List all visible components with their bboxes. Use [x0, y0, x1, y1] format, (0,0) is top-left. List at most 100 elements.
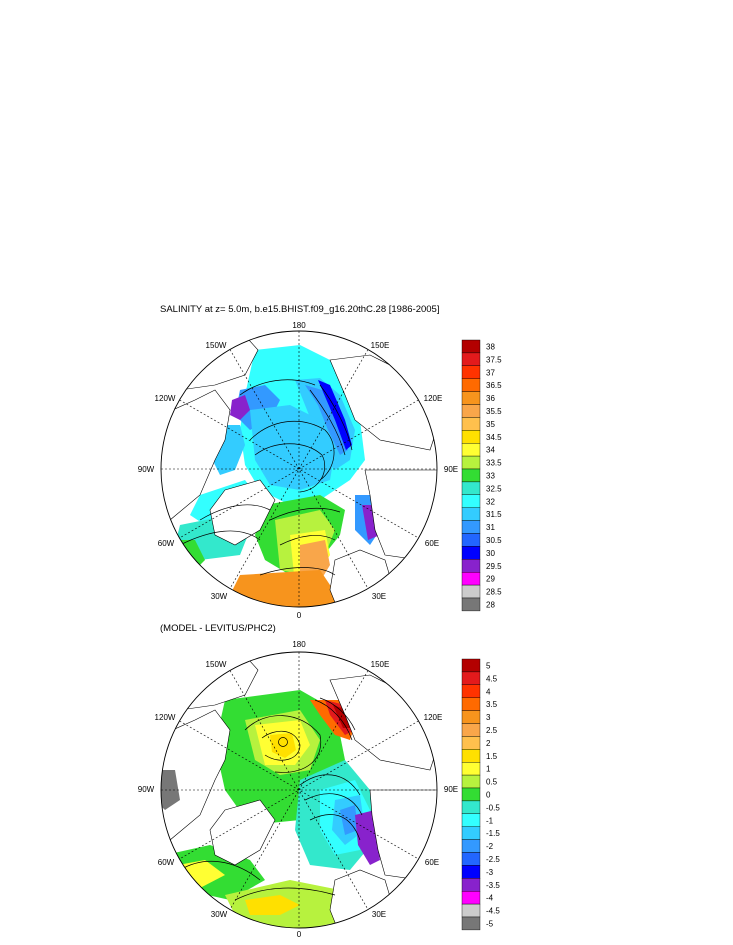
difference-colorbar-swatch: [461, 787, 481, 802]
salinity-colorbar-swatch: [461, 559, 481, 573]
bottom-lon-30w: 30W: [211, 910, 228, 919]
salinity-colorbar-swatch: [461, 339, 481, 354]
salinity-colorbar-swatch: [461, 391, 481, 405]
salinity-colorbar-label: 33.5: [486, 459, 502, 468]
difference-colorbar-swatch: [461, 723, 481, 737]
top-lon-30w: 30W: [211, 592, 228, 601]
difference-colorbar-label: -5: [486, 919, 494, 928]
difference-colorbar-swatch: [461, 774, 481, 789]
bottom-lon-0: 0: [297, 930, 302, 939]
salinity-colorbar-label: 31.5: [486, 510, 502, 519]
difference-colorbar-label: 0.5: [486, 778, 498, 787]
bottom-lon-120e: 120E: [424, 713, 443, 722]
top-lon-120e: 120E: [424, 394, 443, 403]
difference-colorbar-swatch: [461, 839, 481, 853]
difference-colorbar-swatch: [461, 852, 481, 866]
salinity-colorbar-swatch: [461, 481, 481, 495]
difference-colorbar-swatch: [461, 916, 481, 931]
salinity-colorbar-swatch: [461, 584, 481, 599]
salinity-colorbar-swatch: [461, 468, 481, 483]
salinity-colorbar-label: 36.5: [486, 381, 502, 390]
top-lon-0: 0: [297, 611, 302, 620]
salinity-field: [161, 331, 437, 607]
salinity-colorbar-label: 37.5: [486, 355, 502, 364]
bottom-lon-150w: 150W: [206, 660, 227, 669]
difference-colorbar-swatch: [461, 684, 481, 698]
difference-colorbar-swatch: [461, 903, 481, 918]
salinity-colorbar-swatch: [461, 365, 481, 379]
difference-colorbar-label: 1: [486, 765, 491, 774]
top-lon-150w: 150W: [206, 341, 227, 350]
salinity-colorbar-swatch: [461, 404, 481, 418]
difference-colorbar-swatch: [461, 671, 481, 686]
difference-colorbar-label: -1.5: [486, 829, 500, 838]
salinity-colorbar-swatch: [461, 507, 481, 521]
difference-colorbar: 5 4.5 4 3.5 3 2.5 2 1.5 1 0.5 0 -0.5 -1 -1.5 -2 -2.5 -3 -…: [461, 658, 500, 931]
difference-colorbar-swatch: [461, 878, 481, 892]
difference-colorbar-label: 4: [486, 687, 491, 696]
difference-colorbar-swatch: [461, 749, 481, 763]
bottom-lon-60e: 60E: [425, 858, 439, 867]
salinity-colorbar-label: 38: [486, 342, 495, 351]
difference-map: 180 150W 150E 120W 120E 90W 90E 60W 60E …: [138, 640, 501, 939]
salinity-colorbar-swatch: [461, 520, 481, 534]
salinity-colorbar-label: 35.5: [486, 407, 502, 416]
difference-colorbar-label: 0: [486, 790, 491, 799]
difference-colorbar-swatch: [461, 658, 481, 673]
salinity-colorbar-swatch: [461, 417, 481, 431]
difference-colorbar-label: -0.5: [486, 803, 500, 812]
difference-colorbar-swatch: [461, 800, 481, 815]
top-lon-90e: 90E: [444, 465, 458, 474]
difference-colorbar-swatch: [461, 826, 481, 840]
difference-colorbar-swatch: [461, 697, 481, 711]
salinity-colorbar-swatch: [461, 378, 481, 392]
difference-colorbar-label: -2: [486, 842, 494, 851]
top-lon-90w: 90W: [138, 465, 155, 474]
salinity-colorbar-label: 35: [486, 420, 495, 429]
bottom-lon-120w: 120W: [155, 713, 176, 722]
difference-colorbar-label: 3.5: [486, 700, 498, 709]
difference-colorbar-label: 2: [486, 739, 491, 748]
bottom-lon-180: 180: [292, 640, 306, 649]
salinity-colorbar-label: 32: [486, 497, 495, 506]
bottom-lon-30e: 30E: [372, 910, 386, 919]
top-lon-30e: 30E: [372, 592, 386, 601]
difference-colorbar-label: -4: [486, 894, 494, 903]
salinity-colorbar-label: 32.5: [486, 484, 502, 493]
difference-colorbar-label: -3: [486, 868, 494, 877]
difference-colorbar-swatch: [461, 865, 481, 879]
salinity-colorbar-swatch: [461, 494, 481, 508]
difference-colorbar-label: 1.5: [486, 752, 498, 761]
bottom-lon-90e: 90E: [444, 785, 458, 794]
salinity-colorbar: 38 37.5 37 36.5 36 35.5 35 34.5 34 33.5 33 32.5 32 31…: [461, 339, 502, 612]
salinity-colorbar-label: 33: [486, 471, 495, 480]
salinity-colorbar-swatch: [461, 430, 481, 444]
salinity-colorbar-label: 31: [486, 523, 495, 532]
difference-colorbar-swatch: [461, 736, 481, 750]
salinity-colorbar-label: 30.5: [486, 536, 502, 545]
difference-colorbar-swatch: [461, 813, 481, 827]
salinity-colorbar-swatch: [461, 597, 481, 612]
top-lon-180: 180: [292, 321, 306, 330]
salinity-colorbar-label: 28: [486, 600, 495, 609]
difference-colorbar-label: 4.5: [486, 674, 498, 683]
salinity-colorbar-label: 29.5: [486, 562, 502, 571]
salinity-colorbar-label: 28.5: [486, 588, 502, 597]
difference-colorbar-label: -4.5: [486, 907, 500, 916]
difference-colorbar-label: 3: [486, 713, 491, 722]
salinity-colorbar-swatch: [461, 352, 481, 366]
top-lon-60w: 60W: [158, 539, 175, 548]
top-lon-120w: 120W: [155, 394, 176, 403]
difference-colorbar-label: -2.5: [486, 855, 500, 864]
salinity-colorbar-label: 36: [486, 394, 495, 403]
difference-colorbar-label: 2.5: [486, 726, 498, 735]
bottom-lon-150e: 150E: [371, 660, 390, 669]
salinity-map: 180 150W 150E 120W 120E 90W 90E 60W 60E …: [138, 321, 502, 620]
salinity-colorbar-label: 30: [486, 549, 495, 558]
bottom-lon-90w: 90W: [138, 785, 155, 794]
top-lon-60e: 60E: [425, 539, 439, 548]
difference-colorbar-swatch: [461, 762, 481, 776]
difference-colorbar-swatch: [461, 891, 481, 905]
salinity-colorbar-swatch: [461, 572, 481, 586]
